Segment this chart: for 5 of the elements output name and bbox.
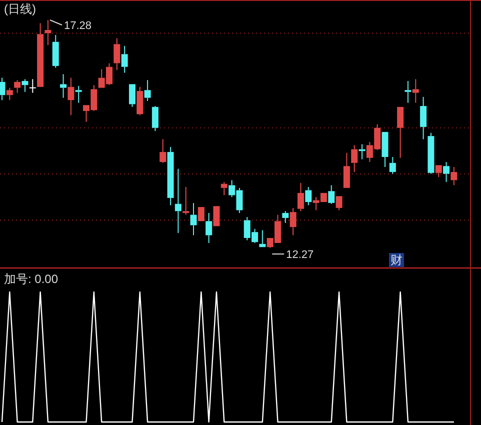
chart-title: (日线) [4,2,36,16]
chart-title: 加号: 0.00 [4,272,58,286]
text: 12.27 [286,249,314,261]
text: 财 [390,253,402,267]
annotation: 17.28 [64,20,92,32]
